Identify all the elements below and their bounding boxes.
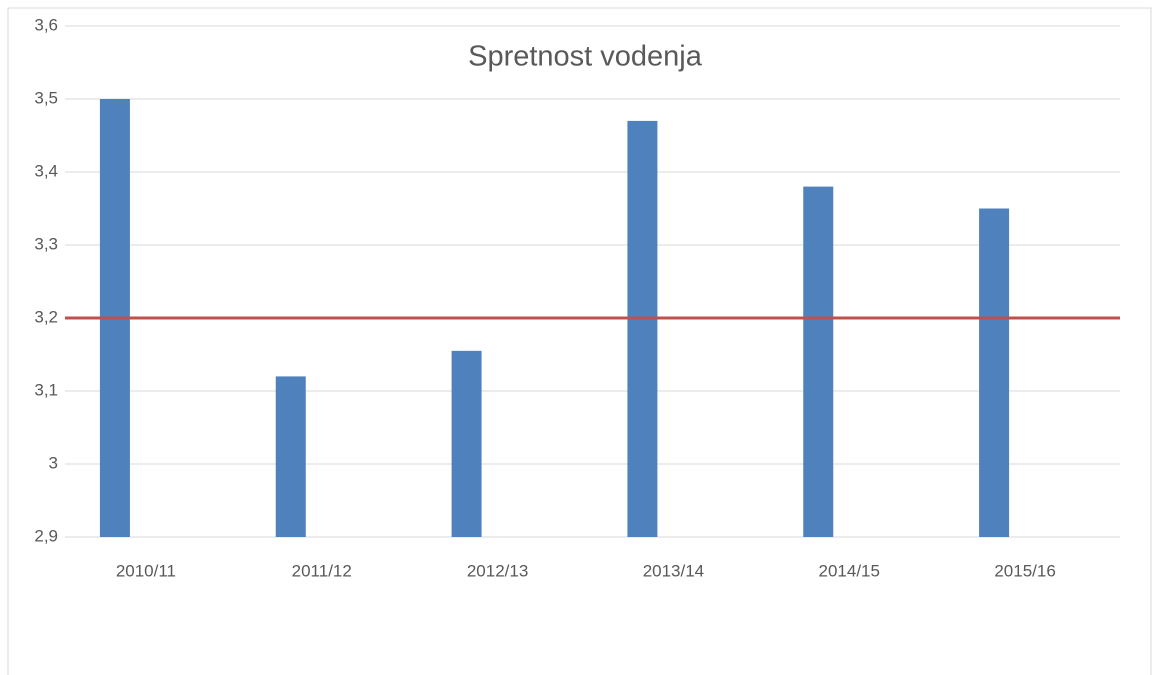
chart-title: Spretnost vodenja: [468, 41, 703, 73]
x-tick-label: 2014/15: [819, 561, 880, 580]
y-tick-label: 3,2: [34, 307, 58, 326]
y-tick-label: 3: [49, 453, 58, 472]
y-tick-label: 3,1: [34, 380, 58, 399]
x-tick-label: 2011/12: [292, 561, 352, 580]
y-tick-label: 3,4: [34, 161, 58, 180]
y-tick-label: 3,5: [34, 88, 58, 107]
x-tick-label: 2012/13: [467, 561, 528, 580]
chart-frame: [7, 7, 1152, 675]
y-tick-label: 3,3: [34, 234, 58, 253]
x-tick-label: 2015/16: [994, 561, 1055, 580]
x-tick-label: 2013/14: [643, 561, 704, 580]
bar: [979, 208, 1010, 537]
bar: [275, 376, 306, 537]
x-tick-label: 2010/11: [116, 561, 176, 580]
bar: [627, 120, 658, 538]
bar: [803, 186, 834, 537]
bar: [451, 350, 482, 537]
y-tick-label: 2,9: [34, 526, 58, 545]
y-tick-label: 3,6: [34, 15, 58, 34]
